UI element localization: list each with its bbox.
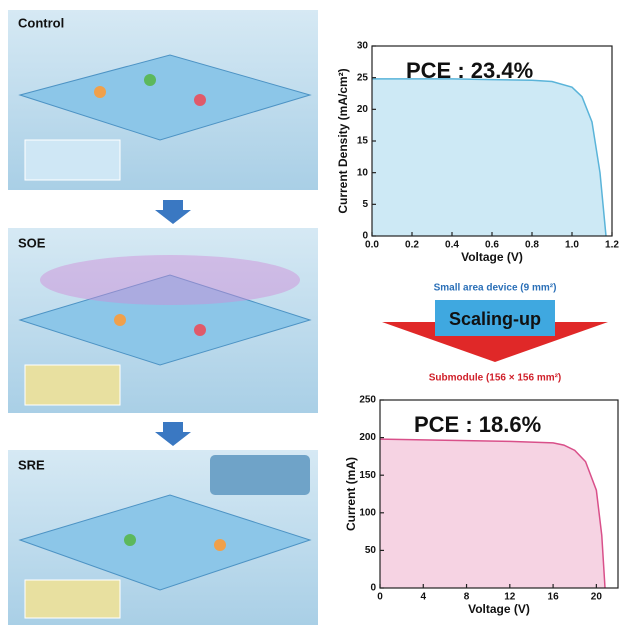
y-tick-label: 50 [365,545,377,556]
panel-label: SOE [18,235,46,250]
molecule-inset [210,455,310,495]
vapor [40,255,300,305]
y-tick-label: 0 [370,583,376,594]
x-tick-label: 1.0 [565,240,579,251]
x-tick-label: 4 [420,592,426,603]
x-tick-label: 20 [591,592,603,603]
x-tick-label: 0.2 [405,240,419,251]
y-axis-label: Current (mA) [344,457,358,531]
y-tick-label: 250 [359,395,376,406]
panel-label: Control [18,15,64,30]
panel-label: SRE [18,457,45,472]
y-tick-label: 10 [357,167,369,178]
down-arrow [155,200,191,224]
figure: Control SOE SRE Small area device (9 mm²… [0,0,624,631]
y-tick-label: 200 [359,432,376,443]
area-fill [372,79,606,236]
afm-inset [25,140,120,180]
pce-annotation: PCE : 18.6% [414,412,541,437]
scale-label: Scaling-up [449,309,541,329]
x-tick-label: 0.0 [365,240,379,251]
x-tick-label: 16 [548,592,560,603]
y-axis-label: Current Density (mA/cm²) [336,68,350,213]
down-arrow [155,422,191,446]
x-tick-label: 0 [377,592,383,603]
x-tick-label: 0.6 [485,240,499,251]
x-axis-label: Voltage (V) [461,250,523,264]
y-tick-label: 20 [357,104,369,115]
x-tick-label: 0.8 [525,240,539,251]
x-tick-label: 1.2 [605,240,619,251]
y-tick-label: 100 [359,507,376,518]
afm-inset [25,580,120,618]
pce-annotation: PCE : 23.4% [406,58,533,83]
y-tick-label: 5 [362,199,368,210]
y-tick-label: 150 [359,470,376,481]
x-tick-label: 8 [464,592,470,603]
y-tick-label: 25 [357,72,369,83]
y-tick-label: 15 [357,136,369,147]
x-tick-label: 0.4 [445,240,459,251]
x-axis-label: Voltage (V) [468,602,530,616]
area-fill [380,439,605,588]
y-tick-label: 30 [357,41,369,52]
sub-label: Submodule (156 × 156 mm²) [429,373,562,384]
illustrations [8,10,318,625]
small-label: Small area device (9 mm²) [434,283,557,294]
x-tick-label: 12 [504,592,516,603]
afm-inset [25,365,120,405]
